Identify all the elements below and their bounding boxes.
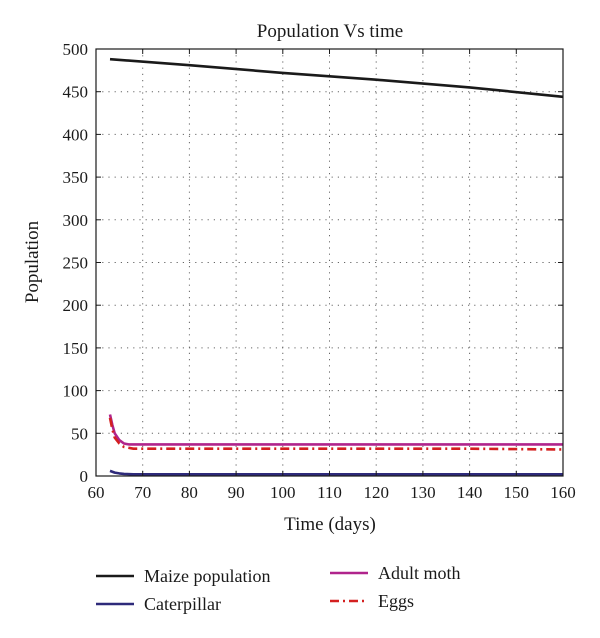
x-tick-label: 150 (504, 483, 530, 502)
grid-lines (96, 49, 563, 476)
series-line-adult-moth (108, 414, 563, 446)
y-tick-label: 300 (63, 211, 89, 230)
series-lines (108, 57, 564, 476)
y-tick-label: 450 (63, 83, 89, 102)
y-axis-ticks: 0 50 100 150 200 250 300 350 400 450 500 (63, 40, 563, 486)
x-tick-label: 160 (550, 483, 576, 502)
series-line-maize-population (109, 57, 564, 99)
x-tick-label: 60 (88, 483, 105, 502)
y-tick-label: 100 (63, 382, 89, 401)
x-tick-label: 90 (228, 483, 245, 502)
x-axis-ticks: 60 70 80 90 100 110 120 130 140 150 160 (88, 49, 576, 502)
x-tick-label: 110 (317, 483, 342, 502)
legend-label-eggs: Eggs (378, 591, 414, 611)
x-tick-label: 140 (457, 483, 483, 502)
legend-label-maize-population: Maize population (144, 566, 270, 586)
legend-label-adult-moth: Adult moth (378, 563, 461, 583)
y-tick-label: 250 (63, 254, 89, 273)
y-tick-label: 500 (63, 40, 89, 59)
chart-title: Population Vs time (257, 21, 403, 42)
legend: Maize population Caterpillar Adult moth Egg… (96, 563, 461, 614)
y-tick-label: 0 (80, 467, 89, 486)
x-tick-label: 80 (181, 483, 198, 502)
legend-label-caterpillar: Caterpillar (144, 594, 221, 614)
x-axis-label: Time (days) (284, 514, 376, 535)
y-tick-label: 200 (63, 296, 89, 315)
x-tick-label: 100 (270, 483, 296, 502)
y-tick-label: 50 (71, 424, 88, 443)
y-tick-label: 150 (63, 339, 89, 358)
series-line-caterpillar (109, 469, 563, 476)
series-line-eggs (108, 417, 564, 451)
x-tick-label: 70 (134, 483, 151, 502)
y-axis-label: Population (22, 220, 43, 303)
y-tick-label: 400 (63, 125, 89, 144)
y-tick-label: 350 (63, 168, 89, 187)
x-tick-label: 130 (410, 483, 436, 502)
x-tick-label: 120 (363, 483, 389, 502)
